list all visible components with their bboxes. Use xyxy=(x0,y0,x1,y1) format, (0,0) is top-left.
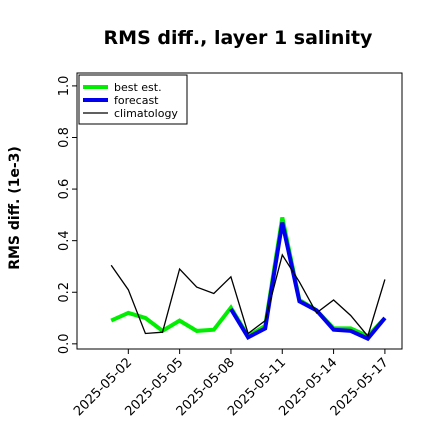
legend-label: forecast xyxy=(114,94,159,107)
plot-frame xyxy=(76,72,403,350)
y-tick-label: 0.4 xyxy=(57,230,72,251)
y-axis-label: RMS diff. (1e-3) xyxy=(7,146,23,270)
chart-title: RMS diff., layer 1 salinity xyxy=(104,27,374,49)
series-line-0 xyxy=(110,216,387,339)
x-axis: 2025-05-022025-05-052025-05-082025-05-11… xyxy=(71,349,392,419)
series-line-1 xyxy=(229,222,387,342)
series-layer xyxy=(110,216,387,342)
y-tick-label: 0.2 xyxy=(57,282,72,303)
y-axis: 0.0 0.2 0.4 0.6 0.8 1.0 xyxy=(57,76,77,354)
y-tick-label: 0.8 xyxy=(57,127,72,148)
legend-label: climatology xyxy=(114,107,178,120)
y-tick-label: 0.0 xyxy=(57,333,72,354)
y-tick-label: 0.6 xyxy=(57,179,72,200)
y-tick-label: 1.0 xyxy=(57,76,72,97)
legend-label: best est. xyxy=(114,81,162,94)
series-line-2 xyxy=(110,253,386,338)
